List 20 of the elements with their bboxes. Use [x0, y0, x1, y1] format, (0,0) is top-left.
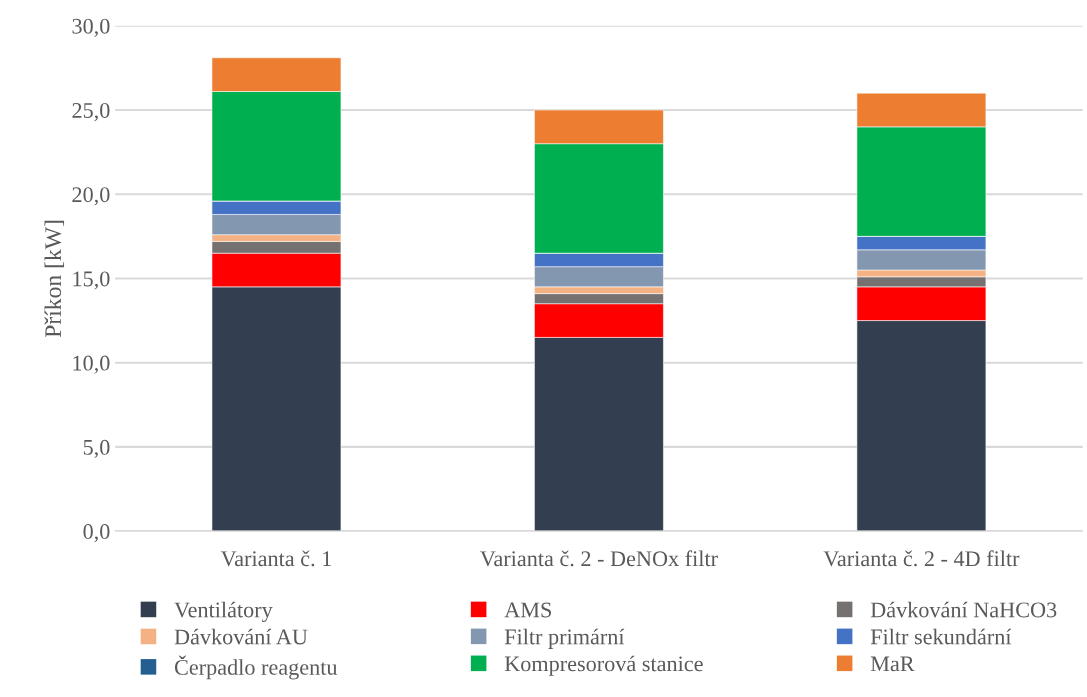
y-tick-label: 10,0 — [73, 355, 110, 374]
legend-label: Kompresorová stanice — [504, 655, 703, 676]
y-tick-label: 25,0 — [72, 102, 110, 122]
legend-label: Dávkování NaHCO3 — [870, 601, 1057, 618]
x-tick-label: Varianta č. 2 - 4D filtr — [823, 550, 1020, 567]
legend-label: Filtr primární — [504, 628, 625, 649]
legend-label: Filtr sekundární — [870, 628, 1012, 645]
x-tick-label: Varianta č. 2 - DeNOx filtr — [480, 550, 718, 567]
legend-label: Ventilátory — [174, 601, 273, 622]
y-tick-label: 15,0 — [73, 271, 110, 290]
y-tick-label: 30,0 — [72, 18, 110, 37]
legend-label: Dávkování AU — [174, 628, 308, 645]
y-tick-label: 20,0 — [72, 187, 110, 206]
legend-label: Čerpadlo reagentu — [174, 655, 338, 680]
y-tick-label: 0,0 — [83, 524, 110, 543]
legend-label: AMS — [504, 602, 551, 618]
y-axis-title: Příkon [kW] — [44, 220, 65, 338]
x-tick-label: Varianta č. 1 — [220, 550, 331, 567]
y-tick-label: 5,0 — [83, 439, 110, 459]
legend-label: MaR — [870, 656, 915, 672]
